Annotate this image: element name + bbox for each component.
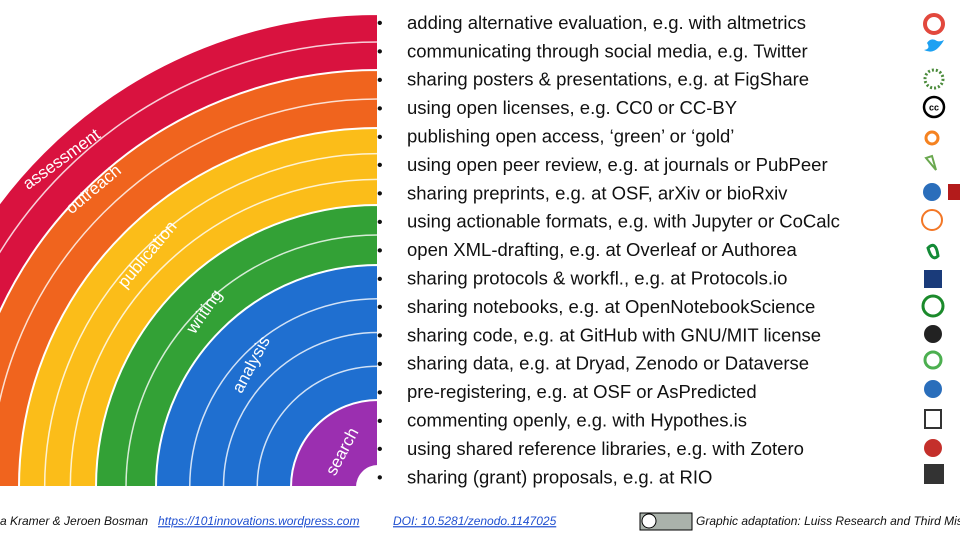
sub-ring <box>0 98 379 404</box>
sub-ring <box>256 365 379 488</box>
footer-adaptation: Graphic adaptation: Luiss Research and T… <box>696 514 960 528</box>
cc-badge <box>639 512 693 531</box>
band <box>289 398 379 488</box>
footer-authors: a Kramer & Jeroen Bosman <box>0 514 148 528</box>
bullet: • <box>377 157 383 174</box>
sub-ring <box>189 298 379 488</box>
list-item: commenting openly, e.g. with Hypothes.is <box>407 409 747 430</box>
bullet: • <box>377 214 383 231</box>
sub-ring <box>43 152 379 488</box>
icon-text: cc <box>929 102 939 112</box>
list-item: sharing (grant) proposals, e.g. at RIO <box>407 466 712 487</box>
list-item: sharing notebooks, e.g. at OpenNotebookS… <box>407 296 815 317</box>
list-item: pre-registering, e.g. at OSF or AsPredic… <box>407 381 757 402</box>
list-item: using open peer review, e.g. at journals… <box>407 154 828 175</box>
list-item: using open licenses, e.g. CC0 or CC-BY <box>407 97 737 118</box>
icon-column: cc <box>921 13 960 484</box>
list-item: sharing code, e.g. at GitHub with GNU/MI… <box>407 324 821 345</box>
sub-ring <box>125 234 379 488</box>
bullet: • <box>377 413 383 430</box>
bullet: • <box>377 470 383 487</box>
list-item: open XML-drafting, e.g. at Overleaf or A… <box>407 239 797 260</box>
bullet: • <box>377 129 383 146</box>
list-item: adding alternative evaluation, e.g. with… <box>407 12 806 33</box>
band-center <box>356 465 378 487</box>
bullet: • <box>377 242 383 259</box>
sub-ring <box>0 41 379 254</box>
rainbow: assessmentoutreachpublicationwritinganal… <box>0 12 379 488</box>
footer-doi[interactable]: DOI: 10.5281/zenodo.1147025 <box>393 514 557 528</box>
list-item: sharing preprints, e.g. at OSF, arXiv or… <box>407 182 788 203</box>
bullet: • <box>377 15 383 32</box>
bullet: • <box>377 72 383 89</box>
bullet: • <box>377 328 383 345</box>
bullet: • <box>377 100 383 117</box>
bullet: • <box>377 271 383 288</box>
list-item: sharing protocols & workfl., e.g. at Pro… <box>407 267 787 288</box>
bullet: • <box>377 186 383 203</box>
sub-ring <box>222 331 379 488</box>
footer-link[interactable]: https://101innovations.wordpress.com <box>158 514 359 528</box>
bullet: • <box>377 299 383 316</box>
list-item: sharing data, e.g. at Dryad, Zenodo or D… <box>407 353 809 374</box>
list-item: sharing posters & presentations, e.g. at… <box>407 69 809 90</box>
bullet: • <box>377 44 383 61</box>
bullet: • <box>377 384 383 401</box>
list-item: communicating through social media, e.g.… <box>407 40 808 61</box>
bullet: • <box>377 356 383 373</box>
bullet: • <box>377 441 383 458</box>
list-item: using shared reference libraries, e.g. w… <box>407 438 804 459</box>
list-item: using actionable formats, e.g. with Jupy… <box>407 211 840 232</box>
list-item: publishing open access, ‘green’ or ‘gold… <box>407 125 734 146</box>
sub-ring <box>69 178 379 488</box>
